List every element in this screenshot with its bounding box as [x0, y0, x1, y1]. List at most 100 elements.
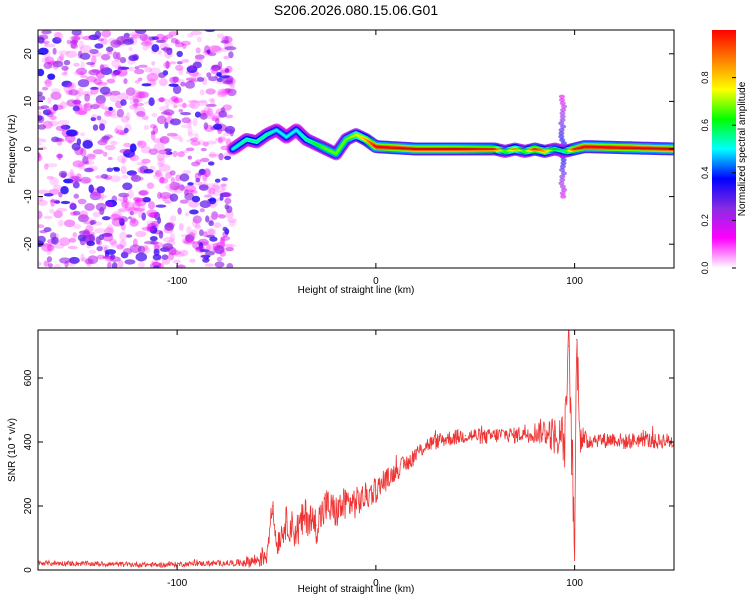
spike-blob [558, 128, 565, 132]
noise-blob [132, 200, 141, 210]
noise-blob [72, 210, 81, 216]
snr-data-point [633, 439, 635, 441]
noise-blob [96, 115, 102, 121]
noise-blob [216, 72, 222, 77]
noise-blob [140, 246, 151, 255]
noise-blob [141, 212, 146, 221]
noise-blob [199, 208, 205, 213]
noise-blob [117, 197, 128, 202]
snr-y-tick-label: 200 [23, 497, 34, 514]
noise-blob [130, 174, 142, 182]
noise-blob [93, 78, 103, 85]
noise-blob [220, 40, 229, 44]
noise-blob [73, 224, 82, 229]
noise-blob [53, 104, 64, 111]
noise-blob [41, 57, 50, 63]
noise-blob [169, 181, 180, 191]
snr-data-point [335, 511, 337, 513]
noise-blob [165, 60, 170, 69]
noise-blob [70, 201, 76, 209]
snr-data-point [285, 521, 287, 523]
noise-blob [118, 208, 126, 213]
colorbar-ticks: 0.0 0.2 0.4 0.6 0.8 [700, 71, 736, 274]
noise-blob [198, 99, 208, 104]
noise-blob [182, 170, 192, 175]
noise-blob [179, 184, 185, 191]
noise-blob [41, 30, 52, 35]
spectrogram-x-tick-label: 0 [373, 276, 379, 287]
noise-blob [151, 112, 158, 118]
noise-blob [67, 245, 78, 250]
noise-blob [215, 137, 227, 143]
noise-blob [98, 196, 104, 201]
noise-blob [110, 39, 122, 48]
noise-blob [106, 167, 114, 172]
noise-blob [63, 178, 74, 184]
noise-blob [137, 261, 145, 268]
spectrogram-plot-area [38, 30, 674, 268]
snr-x-axis-label: Height of straight line (km) [298, 584, 415, 595]
noise-blob [175, 39, 180, 45]
noise-blob [130, 97, 135, 106]
noise-blob [182, 238, 191, 244]
noise-blob [84, 203, 95, 211]
noise-blob [218, 137, 223, 144]
noise-blob [73, 70, 86, 76]
noise-blob [77, 107, 88, 116]
noise-blob [125, 112, 131, 121]
noise-blob [169, 76, 179, 84]
noise-blob [163, 61, 171, 69]
noise-blob [70, 176, 80, 180]
noise-blob [105, 199, 117, 208]
noise-blob [178, 137, 184, 143]
noise-blob [95, 236, 101, 245]
noise-blob [83, 102, 93, 112]
noise-blob [153, 172, 164, 180]
noise-blob [144, 39, 154, 48]
noise-blob [186, 226, 192, 235]
noise-blob [159, 176, 165, 184]
noise-blob [182, 43, 187, 49]
noise-blob [101, 216, 111, 221]
noise-blob [95, 175, 103, 179]
noise-blob [80, 253, 85, 262]
noise-blob [106, 78, 116, 84]
noise-blob [101, 173, 108, 179]
noise-blob [219, 250, 226, 257]
noise-blob [119, 71, 128, 76]
noise-blob [193, 181, 202, 186]
noise-blob [92, 149, 104, 155]
noise-blob [104, 110, 112, 117]
noise-blob [222, 226, 228, 232]
noise-blob [82, 159, 95, 166]
noise-blob [181, 59, 190, 63]
noise-blob [217, 91, 228, 98]
noise-blob [38, 261, 42, 267]
noise-blob [116, 108, 124, 118]
noise-blob [161, 259, 171, 265]
spectrogram-y-axis-label: Frequency (Hz) [7, 115, 18, 184]
snr-data-point [325, 505, 327, 507]
noise-blob [123, 195, 128, 203]
noise-blob [194, 224, 201, 230]
noise-blob [192, 118, 198, 127]
noise-blob [90, 86, 99, 90]
noise-blob [170, 177, 175, 183]
noise-blob [69, 168, 74, 176]
noise-blob [45, 163, 58, 168]
noise-blob [47, 107, 56, 115]
noise-blob [61, 65, 69, 71]
snr-data-point [576, 339, 578, 341]
noise-blob [117, 65, 122, 74]
noise-blob [121, 157, 126, 165]
noise-blob [161, 47, 173, 51]
noise-blob [172, 150, 178, 158]
noise-blob [204, 30, 216, 33]
noise-blob [177, 207, 182, 215]
noise-blob [127, 207, 139, 215]
noise-blob [139, 140, 148, 147]
noise-blob [202, 172, 208, 182]
noise-blob [130, 217, 137, 224]
noise-blob [172, 76, 180, 83]
noise-blob [97, 103, 102, 107]
